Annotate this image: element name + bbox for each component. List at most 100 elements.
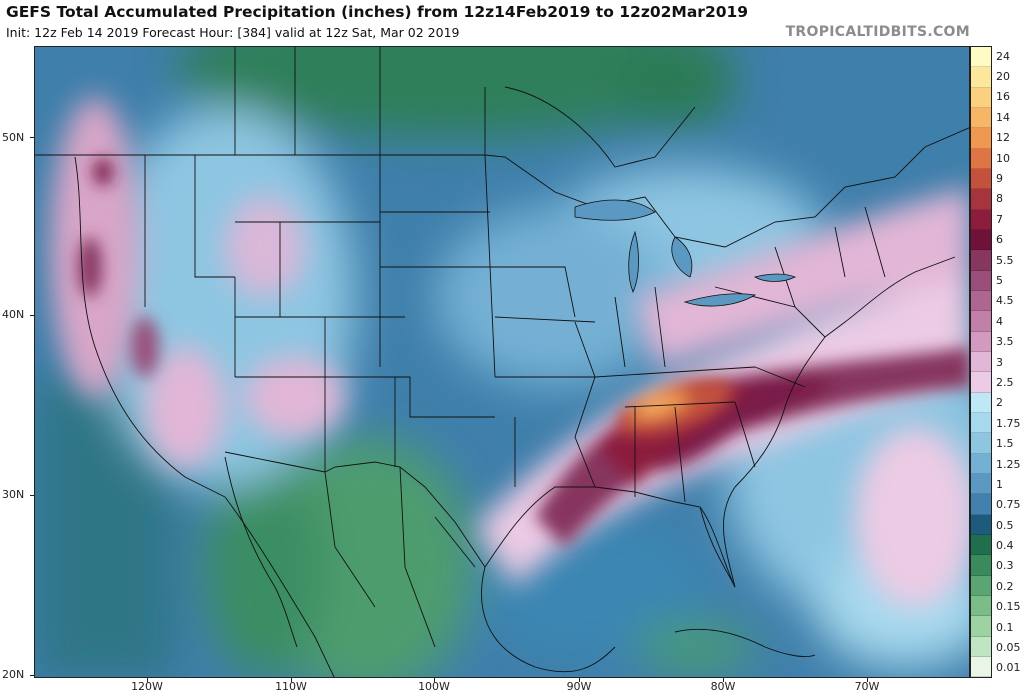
lon-label-70w: 70W — [854, 680, 880, 693]
colorbar-level-label: 24 — [996, 49, 1010, 63]
lake-erie — [683, 293, 757, 307]
map-subtitle: Init: 12z Feb 14 2019 Forecast Hour: [38… — [6, 25, 460, 40]
colorbar-level-label: 2 — [996, 396, 1003, 410]
colorbar-swatch — [971, 636, 991, 657]
colorbar-level-label: 7 — [996, 212, 1003, 226]
colorbar-swatch — [971, 107, 991, 129]
lat-tick — [30, 495, 34, 496]
colorbar-level-label: 1.5 — [996, 437, 1014, 451]
colorbar-swatch — [971, 412, 991, 434]
colorbar-swatch — [971, 229, 991, 251]
state-line — [484, 154, 496, 378]
state-line — [490, 266, 576, 318]
colorbar-swatch — [971, 250, 991, 271]
colorbar-swatch — [971, 372, 991, 393]
state-line — [734, 401, 756, 468]
colorbar-level-label: 0.4 — [996, 539, 1014, 553]
lat-label-40n: 40N — [2, 308, 25, 321]
colorbar-level-label: 0.1 — [996, 620, 1014, 634]
colorbar-level-label: 0.2 — [996, 579, 1014, 593]
lon-label-120w: 120W — [131, 680, 163, 693]
west-coastline — [74, 156, 226, 498]
lake-huron — [671, 236, 693, 278]
colorbar-swatch — [971, 616, 991, 637]
colorbar-level-label: 0.3 — [996, 559, 1014, 573]
colorbar-swatch — [971, 87, 991, 108]
colorbar-level-label: 1.75 — [996, 416, 1021, 430]
gulf-coastline — [484, 486, 736, 588]
colorbar-level-label: 2.5 — [996, 375, 1014, 389]
colorbar-level-label: 12 — [996, 131, 1010, 145]
lat-tick — [30, 675, 34, 676]
lon-tick — [434, 678, 435, 682]
colorbar-swatch — [971, 433, 991, 454]
lon-label-90w: 90W — [566, 680, 592, 693]
colorbar-swatch — [971, 575, 991, 596]
lon-tick — [723, 678, 724, 682]
colorbar-swatch — [971, 514, 991, 535]
mexico-pacific-coast — [224, 496, 335, 677]
colorbar-level-label: 3 — [996, 355, 1003, 369]
colorbar-swatch — [971, 209, 991, 230]
colorbar-labels: 24 20 16 14 12 10 9 8 7 6 5.5 5 4.5 4 3.5 3 2.5 2 1.75 1.5 1… — [996, 46, 1024, 678]
colorbar-level-label: 0.15 — [996, 600, 1021, 614]
mexico-state-line — [324, 471, 376, 608]
state-line — [594, 366, 756, 378]
lon-tick — [867, 678, 868, 682]
state-line — [674, 406, 686, 503]
colorbar-level-label: 4.5 — [996, 294, 1014, 308]
colorbar-swatch — [971, 351, 991, 373]
precipitation-map[interactable] — [34, 46, 970, 678]
mexico-state-line — [434, 516, 476, 568]
colorbar-level-label: 4 — [996, 314, 1003, 328]
colorbar-swatch — [971, 290, 991, 312]
lat-tick — [30, 137, 34, 138]
state-line — [574, 321, 596, 488]
colorbar-level-label: 1.25 — [996, 457, 1021, 471]
colorbar-level-label: 5.5 — [996, 253, 1014, 267]
us-mexico-border — [224, 451, 486, 568]
lake-superior — [574, 199, 656, 221]
map-canvas — [35, 47, 969, 677]
florida-coast — [699, 506, 736, 588]
colorbar-level-label: 9 — [996, 172, 1003, 186]
state-line — [754, 366, 806, 388]
lake-michigan — [628, 230, 639, 294]
colorbar-level-label: 3.5 — [996, 335, 1014, 349]
colorbar-level-label: 14 — [996, 110, 1010, 124]
mexico-gulf-coast — [481, 566, 616, 673]
lake-ontario — [753, 273, 796, 282]
state-line — [624, 401, 736, 408]
colorbar-swatch — [971, 656, 991, 678]
mexico-state-line — [399, 466, 436, 648]
lat-label-30n: 30N — [2, 488, 25, 501]
state-line — [235, 376, 495, 418]
colorbar-swatch — [971, 555, 991, 576]
colorbar-swatch — [971, 534, 991, 556]
colorbar-swatch — [971, 473, 991, 495]
colorbar-swatch — [971, 595, 991, 617]
colorbar-level-label: 5 — [996, 273, 1003, 287]
colorbar-swatch — [971, 148, 991, 169]
map-title: GEFS Total Accumulated Precipitation (in… — [6, 3, 749, 21]
state-line — [864, 206, 886, 278]
lon-label-80w: 80W — [710, 680, 736, 693]
state-line — [194, 155, 235, 278]
political-borders — [35, 47, 969, 677]
colorbar-level-label: 20 — [996, 70, 1010, 84]
lon-tick — [579, 678, 580, 682]
precip-colorbar — [970, 46, 992, 678]
baja-peninsula — [224, 456, 298, 648]
colorbar-swatch — [971, 168, 991, 190]
colorbar-swatch — [971, 453, 991, 474]
colorbar-level-label: 0.01 — [996, 661, 1021, 675]
state-line — [654, 286, 666, 368]
state-line — [614, 296, 626, 368]
state-line — [494, 316, 596, 323]
atlantic-coastline — [723, 256, 956, 588]
state-line — [834, 226, 846, 278]
colorbar-level-label: 16 — [996, 90, 1010, 104]
lon-label-100w: 100W — [418, 680, 450, 693]
lon-tick — [291, 678, 292, 682]
colorbar-level-label: 1 — [996, 477, 1003, 491]
